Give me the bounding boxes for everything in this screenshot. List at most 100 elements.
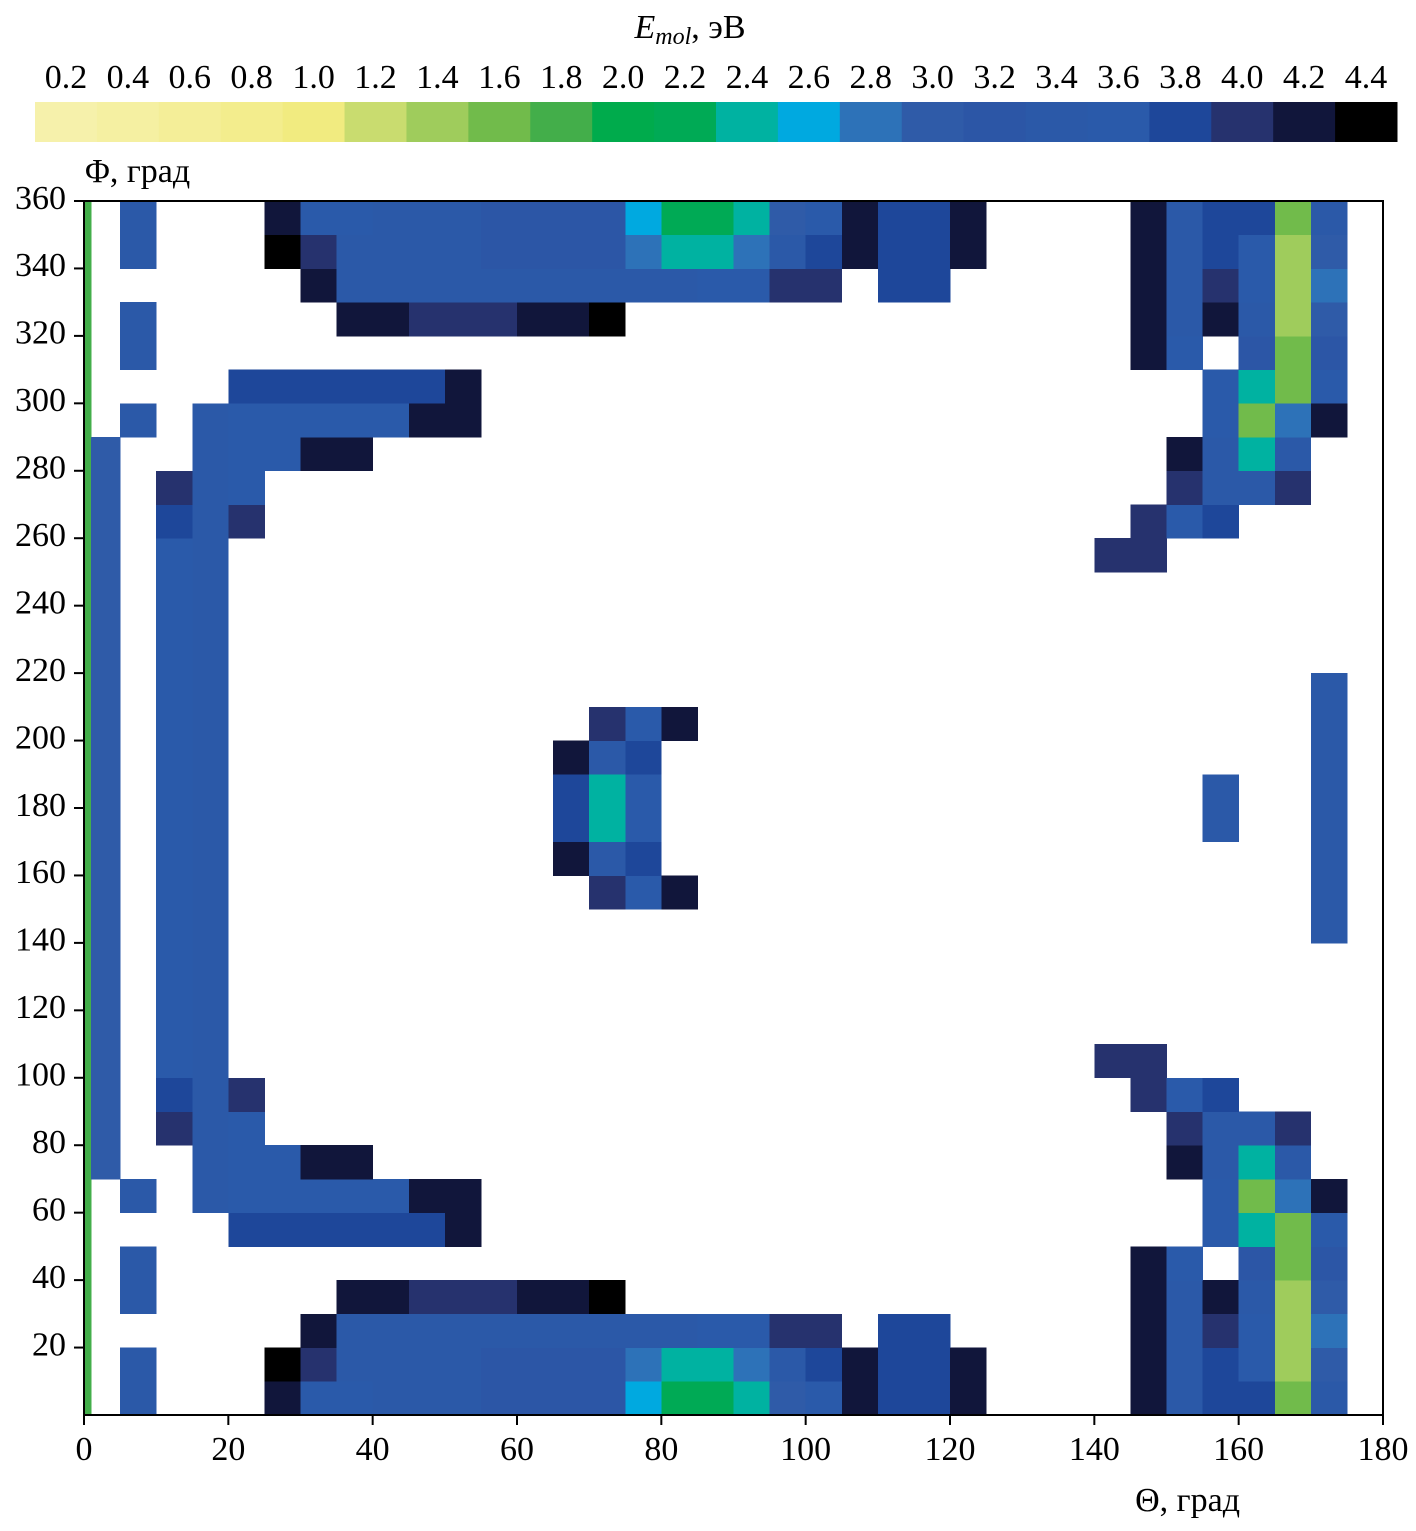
heat-cell — [1238, 234, 1276, 269]
heat-cell — [91, 605, 121, 640]
colorbar-tick-label: 2.8 — [850, 59, 893, 96]
heat-cell — [91, 740, 121, 775]
heat-cell — [589, 302, 626, 337]
heat-cell — [1310, 875, 1348, 910]
heat-cell — [1310, 403, 1348, 438]
heat-cell — [1130, 302, 1167, 337]
colorbar-title: Emol, эВ — [633, 9, 745, 50]
heat-cell — [625, 875, 662, 910]
heat-cell — [733, 1381, 770, 1416]
heat-cell — [444, 234, 482, 269]
heat-cell — [156, 942, 193, 978]
heat-cell — [336, 201, 374, 236]
heat-cell — [625, 1347, 662, 1382]
heat-cell — [1238, 201, 1276, 236]
heat-cell — [228, 470, 265, 505]
heat-cell — [1310, 673, 1348, 708]
heat-cell — [84, 437, 92, 472]
heat-cell — [444, 1178, 482, 1214]
heat-cell — [1274, 369, 1312, 404]
heat-cell — [1202, 1077, 1240, 1112]
heat-cell — [408, 1381, 446, 1416]
heat-cell — [1238, 1145, 1276, 1180]
x-tick-label: 160 — [1213, 1431, 1264, 1468]
heat-cell — [156, 976, 193, 1011]
heat-cell — [192, 403, 229, 438]
heat-cell — [1202, 369, 1240, 404]
colorbar-tick-label: 2.4 — [726, 59, 769, 96]
heat-cell — [480, 1347, 518, 1382]
y-tick-label: 360 — [15, 180, 66, 217]
heat-cell — [408, 201, 446, 236]
colorbar-swatch — [158, 102, 222, 142]
heat-cell — [192, 808, 229, 843]
heat-cell — [1310, 1347, 1348, 1382]
heat-cell — [1274, 234, 1312, 269]
heat-cell — [408, 302, 446, 337]
heat-cell — [1238, 1347, 1276, 1382]
heat-cell — [228, 1212, 265, 1247]
heat-cell — [1166, 268, 1203, 303]
heat-cell — [1166, 1313, 1203, 1348]
heat-cell — [1238, 268, 1276, 303]
heat-cell — [192, 538, 229, 573]
heat-cell — [1238, 1381, 1276, 1416]
heat-cell — [84, 201, 92, 236]
heat-cell — [84, 706, 92, 741]
heat-cell — [84, 504, 92, 539]
y-tick-label: 120 — [15, 989, 66, 1026]
y-axis-title: Φ, град — [85, 153, 190, 190]
heat-cell — [84, 1111, 92, 1146]
heat-cell — [1202, 1145, 1240, 1180]
heat-cell — [228, 1145, 265, 1180]
heat-cell — [1166, 1246, 1203, 1281]
heat-cell — [1274, 1111, 1312, 1146]
x-tick-label: 20 — [211, 1431, 245, 1468]
heat-cell — [805, 201, 843, 236]
heat-cell — [517, 1347, 554, 1382]
heat-cell — [84, 673, 92, 708]
heat-cell — [336, 234, 374, 269]
heat-cell — [444, 1313, 482, 1348]
heat-cell — [913, 1313, 951, 1348]
colorbar-swatch — [1025, 102, 1088, 142]
colorbar-tick-label: 1.8 — [540, 59, 583, 96]
heat-cell — [697, 1347, 734, 1382]
heat-cell — [336, 1347, 374, 1382]
heat-cell — [444, 369, 482, 404]
heat-cell — [1166, 437, 1203, 472]
heat-cell — [408, 1178, 446, 1214]
heat-cell — [264, 201, 301, 236]
heat-cell — [1130, 538, 1167, 573]
heat-cell — [156, 470, 193, 505]
heat-cell — [84, 571, 92, 607]
colorbar-swatch — [530, 102, 593, 142]
colorbar-swatch — [1211, 102, 1274, 142]
heat-cell — [300, 268, 337, 303]
heat-cell — [625, 268, 662, 303]
heat-cell — [372, 1178, 410, 1214]
colorbar-tick-label: 3.4 — [1035, 59, 1078, 96]
heat-cell — [84, 774, 92, 809]
heat-cell — [84, 369, 92, 404]
heat-cell — [1274, 1347, 1312, 1382]
heat-cell — [553, 302, 590, 337]
heat-cell — [1274, 335, 1312, 371]
heat-cell — [192, 437, 229, 472]
heat-cell — [91, 976, 121, 1011]
heat-cell — [913, 234, 951, 269]
heat-cell — [408, 234, 446, 269]
heat-cell — [1202, 1280, 1240, 1315]
heat-cell — [156, 605, 193, 640]
heat-cell — [91, 909, 121, 944]
heat-cell — [950, 201, 987, 236]
heat-cell — [589, 774, 626, 809]
heat-cell — [769, 268, 807, 303]
colorbar-tick-label: 1.0 — [292, 59, 335, 96]
colorbar-tick-label: 3.8 — [1159, 59, 1202, 96]
heat-cell — [300, 1212, 337, 1247]
heat-cell — [156, 706, 193, 741]
heat-cell — [408, 1212, 446, 1247]
x-tick-label: 40 — [356, 1431, 390, 1468]
heat-cell — [84, 808, 92, 843]
